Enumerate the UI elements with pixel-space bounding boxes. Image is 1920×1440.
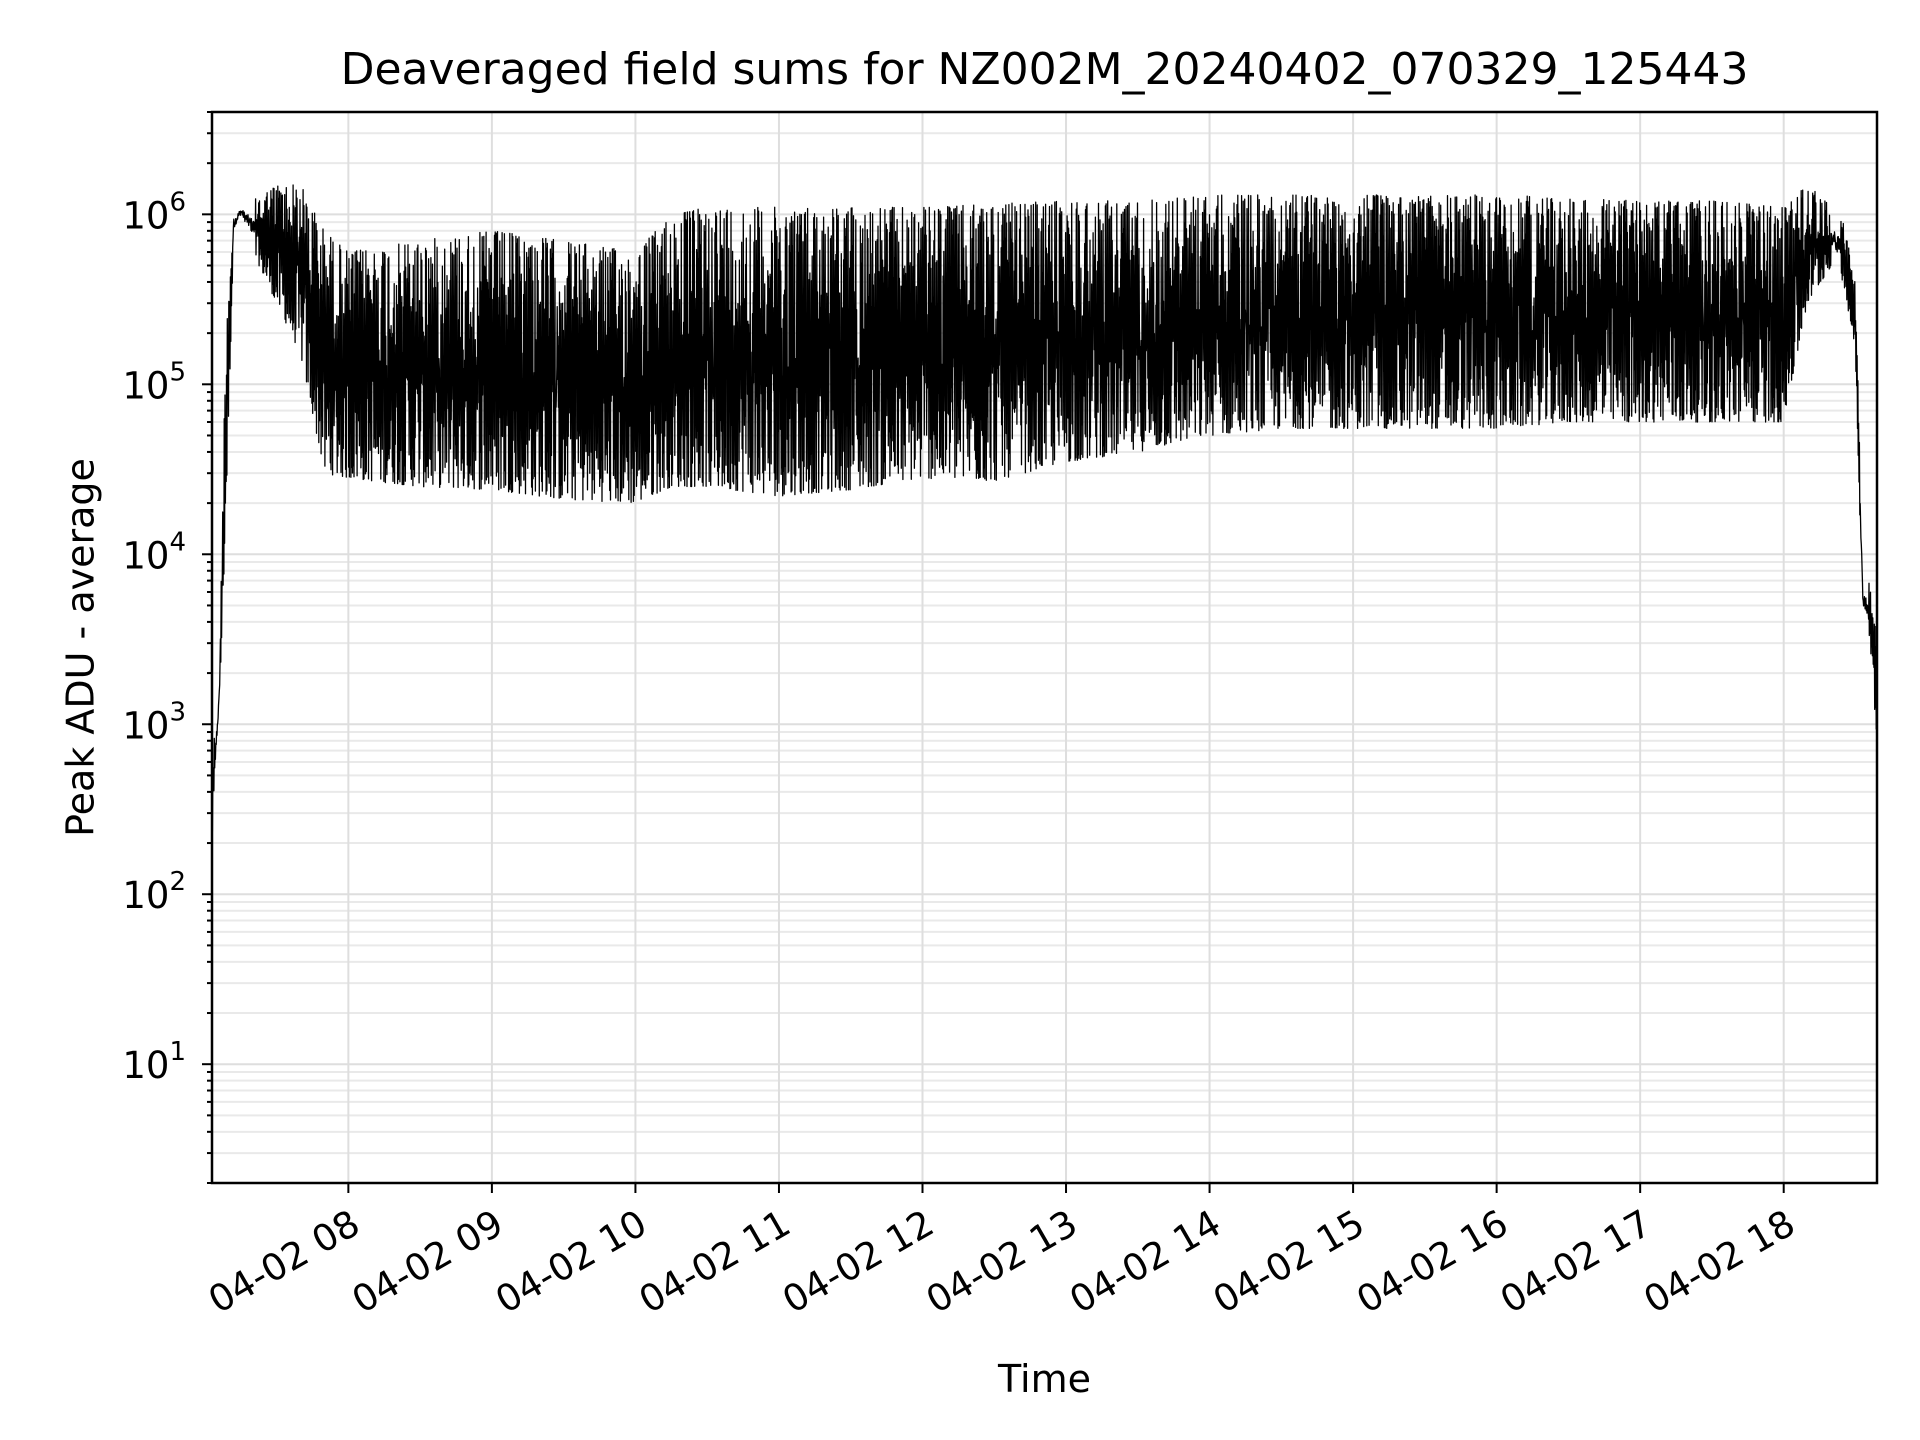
x-tick-label: 04-02 09 [345, 1202, 511, 1322]
x-tick-label: 04-02 14 [1062, 1202, 1228, 1322]
x-tick-label: 04-02 11 [632, 1202, 798, 1322]
chart-title: Deaveraged field sums for NZ002M_2024040… [341, 44, 1749, 95]
x-tick-label: 04-02 10 [488, 1202, 654, 1322]
y-tick-base: 10 [122, 874, 169, 917]
y-tick-label: 105 [122, 357, 186, 407]
y-tick-exponent: 2 [169, 867, 186, 897]
data-layer [211, 184, 1878, 832]
x-tick-label: 04-02 08 [201, 1202, 367, 1322]
y-tick-exponent: 1 [169, 1037, 186, 1067]
x-tick-label: 04-02 12 [775, 1202, 941, 1322]
x-tick-label: 04-02 17 [1493, 1202, 1659, 1322]
y-tick-base: 10 [122, 194, 169, 237]
y-tick-label: 106 [122, 187, 186, 237]
y-tick-base: 10 [122, 1044, 169, 1087]
y-tick-base: 10 [122, 364, 169, 407]
x-tick-label: 04-02 15 [1206, 1202, 1372, 1322]
plot-frame [210, 110, 1879, 1185]
y-tick-label: 103 [122, 697, 186, 747]
y-tick-exponent: 6 [169, 187, 186, 217]
y-tick-label: 101 [122, 1037, 186, 1087]
y-tick-exponent: 3 [169, 697, 186, 727]
x-tick-label: 04-02 16 [1350, 1202, 1516, 1322]
y-tick-exponent: 5 [169, 357, 186, 387]
y-tick-base: 10 [122, 534, 169, 577]
x-tick-label: 04-02 13 [919, 1202, 1085, 1322]
y-tick-label: 102 [122, 867, 186, 917]
series-line [211, 184, 1878, 832]
x-axis-label: Time [997, 1357, 1091, 1401]
y-tick-label: 104 [122, 527, 186, 577]
x-tick-label: 04-02 18 [1637, 1202, 1803, 1322]
y-axis-label: Peak ADU - average [58, 458, 102, 837]
y-tick-base: 10 [122, 704, 169, 747]
y-tick-exponent: 4 [169, 527, 186, 557]
